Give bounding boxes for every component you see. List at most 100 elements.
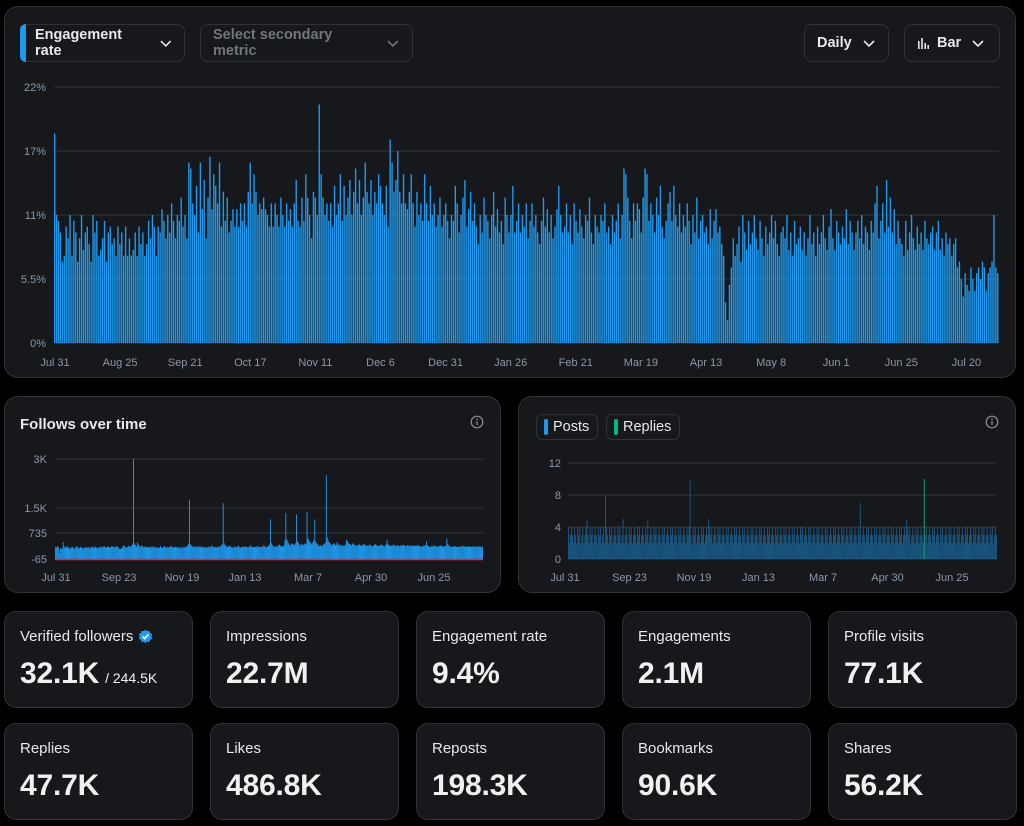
stat-card-impressions[interactable]: Impressions 22.7M: [210, 611, 399, 708]
bar: [94, 232, 96, 343]
bar: [377, 174, 380, 343]
bar: [880, 220, 882, 343]
bar: [203, 180, 205, 343]
stat-card-likes[interactable]: Likes 486.8K: [210, 723, 399, 820]
bar: [570, 535, 571, 559]
bar: [916, 226, 918, 343]
bar: [673, 543, 675, 559]
stat-card-profile-visits[interactable]: Profile visits 77.1K: [828, 611, 1017, 708]
bar: [575, 535, 577, 559]
bar: [635, 535, 636, 559]
bar: [717, 527, 719, 559]
primary-metric-dropdown[interactable]: Engagement rate: [20, 24, 185, 62]
bar: [197, 546, 199, 559]
bar: [364, 544, 366, 559]
bar: [482, 546, 483, 559]
bar: [653, 232, 656, 343]
bar: [207, 197, 209, 343]
info-icon[interactable]: [985, 415, 999, 429]
bar: [353, 544, 355, 559]
bar: [65, 226, 67, 343]
stat-card-engagement-rate[interactable]: Engagement rate 9.4%: [416, 611, 605, 708]
bar: [336, 542, 338, 559]
bar: [784, 238, 786, 343]
stat-card-verified-followers[interactable]: Verified followers 32.1K / 244.5K: [4, 611, 193, 708]
bar: [109, 226, 111, 343]
bar: [922, 249, 924, 343]
bar: [975, 527, 977, 559]
bar: [745, 249, 748, 343]
bar: [636, 203, 639, 343]
bar: [655, 197, 658, 343]
bar: [600, 215, 602, 343]
stat-card-shares[interactable]: Shares 56.2K: [828, 723, 1017, 820]
bar: [73, 548, 75, 559]
bar: [904, 527, 906, 559]
bar: [159, 232, 161, 343]
bar: [339, 545, 341, 559]
stat-card-bookmarks[interactable]: Bookmarks 90.6K: [622, 723, 811, 820]
bar: [116, 546, 118, 559]
bar: [228, 546, 230, 559]
bar: [434, 546, 436, 559]
bar: [661, 527, 663, 559]
x-tick-label: Apr 30: [355, 572, 387, 584]
bar: [847, 535, 849, 559]
bar: [805, 255, 807, 343]
bar: [223, 543, 225, 559]
bar: [656, 543, 658, 559]
bar: [759, 535, 761, 559]
stat-card-replies[interactable]: Replies 47.7K: [4, 723, 193, 820]
bar: [164, 547, 166, 559]
info-icon[interactable]: [470, 415, 484, 429]
bar: [790, 543, 792, 559]
bar: [319, 546, 321, 559]
bar: [341, 220, 343, 343]
bar: [987, 535, 989, 559]
bar: [479, 546, 481, 559]
bar: [184, 215, 186, 343]
bar: [946, 535, 948, 559]
stat-card-engagements[interactable]: Engagements 2.1M: [622, 611, 811, 708]
bar: [560, 215, 562, 343]
bar: [770, 215, 773, 343]
bar: [868, 527, 869, 559]
bar: [801, 535, 802, 559]
bar: [247, 191, 249, 343]
chevron-down-icon: [159, 40, 171, 47]
bar: [88, 548, 90, 559]
bar: [402, 174, 405, 343]
bar: [395, 546, 397, 559]
bar: [397, 151, 399, 343]
bar: [750, 527, 752, 559]
secondary-metric-dropdown[interactable]: Select secondary metric: [200, 24, 413, 62]
bar: [860, 215, 863, 343]
bar: [366, 191, 368, 343]
bar: [205, 546, 207, 559]
period-dropdown[interactable]: Daily: [804, 24, 889, 62]
bar: [412, 203, 414, 343]
bar: [297, 542, 299, 559]
bar: [122, 546, 124, 559]
stat-value: 32.1K: [20, 657, 100, 690]
stat-value: 2.1M: [638, 657, 704, 690]
bar: [251, 546, 253, 559]
bar: [253, 174, 255, 343]
stat-card-reposts[interactable]: Reposts 198.3K: [416, 723, 605, 820]
bar: [182, 226, 184, 343]
bar: [672, 527, 673, 559]
chart-type-dropdown[interactable]: Bar: [904, 24, 1000, 62]
bar: [115, 546, 117, 559]
bar: [634, 220, 637, 343]
bar: [629, 220, 631, 343]
bar: [579, 527, 581, 559]
bar: [440, 545, 442, 559]
bar: [269, 544, 270, 559]
legend-replies[interactable]: Replies: [606, 414, 681, 440]
bar: [775, 527, 777, 559]
bar: [641, 535, 643, 559]
legend-posts[interactable]: Posts: [536, 414, 599, 440]
bar: [73, 220, 75, 343]
bar: [463, 546, 465, 559]
bar: [173, 547, 175, 559]
